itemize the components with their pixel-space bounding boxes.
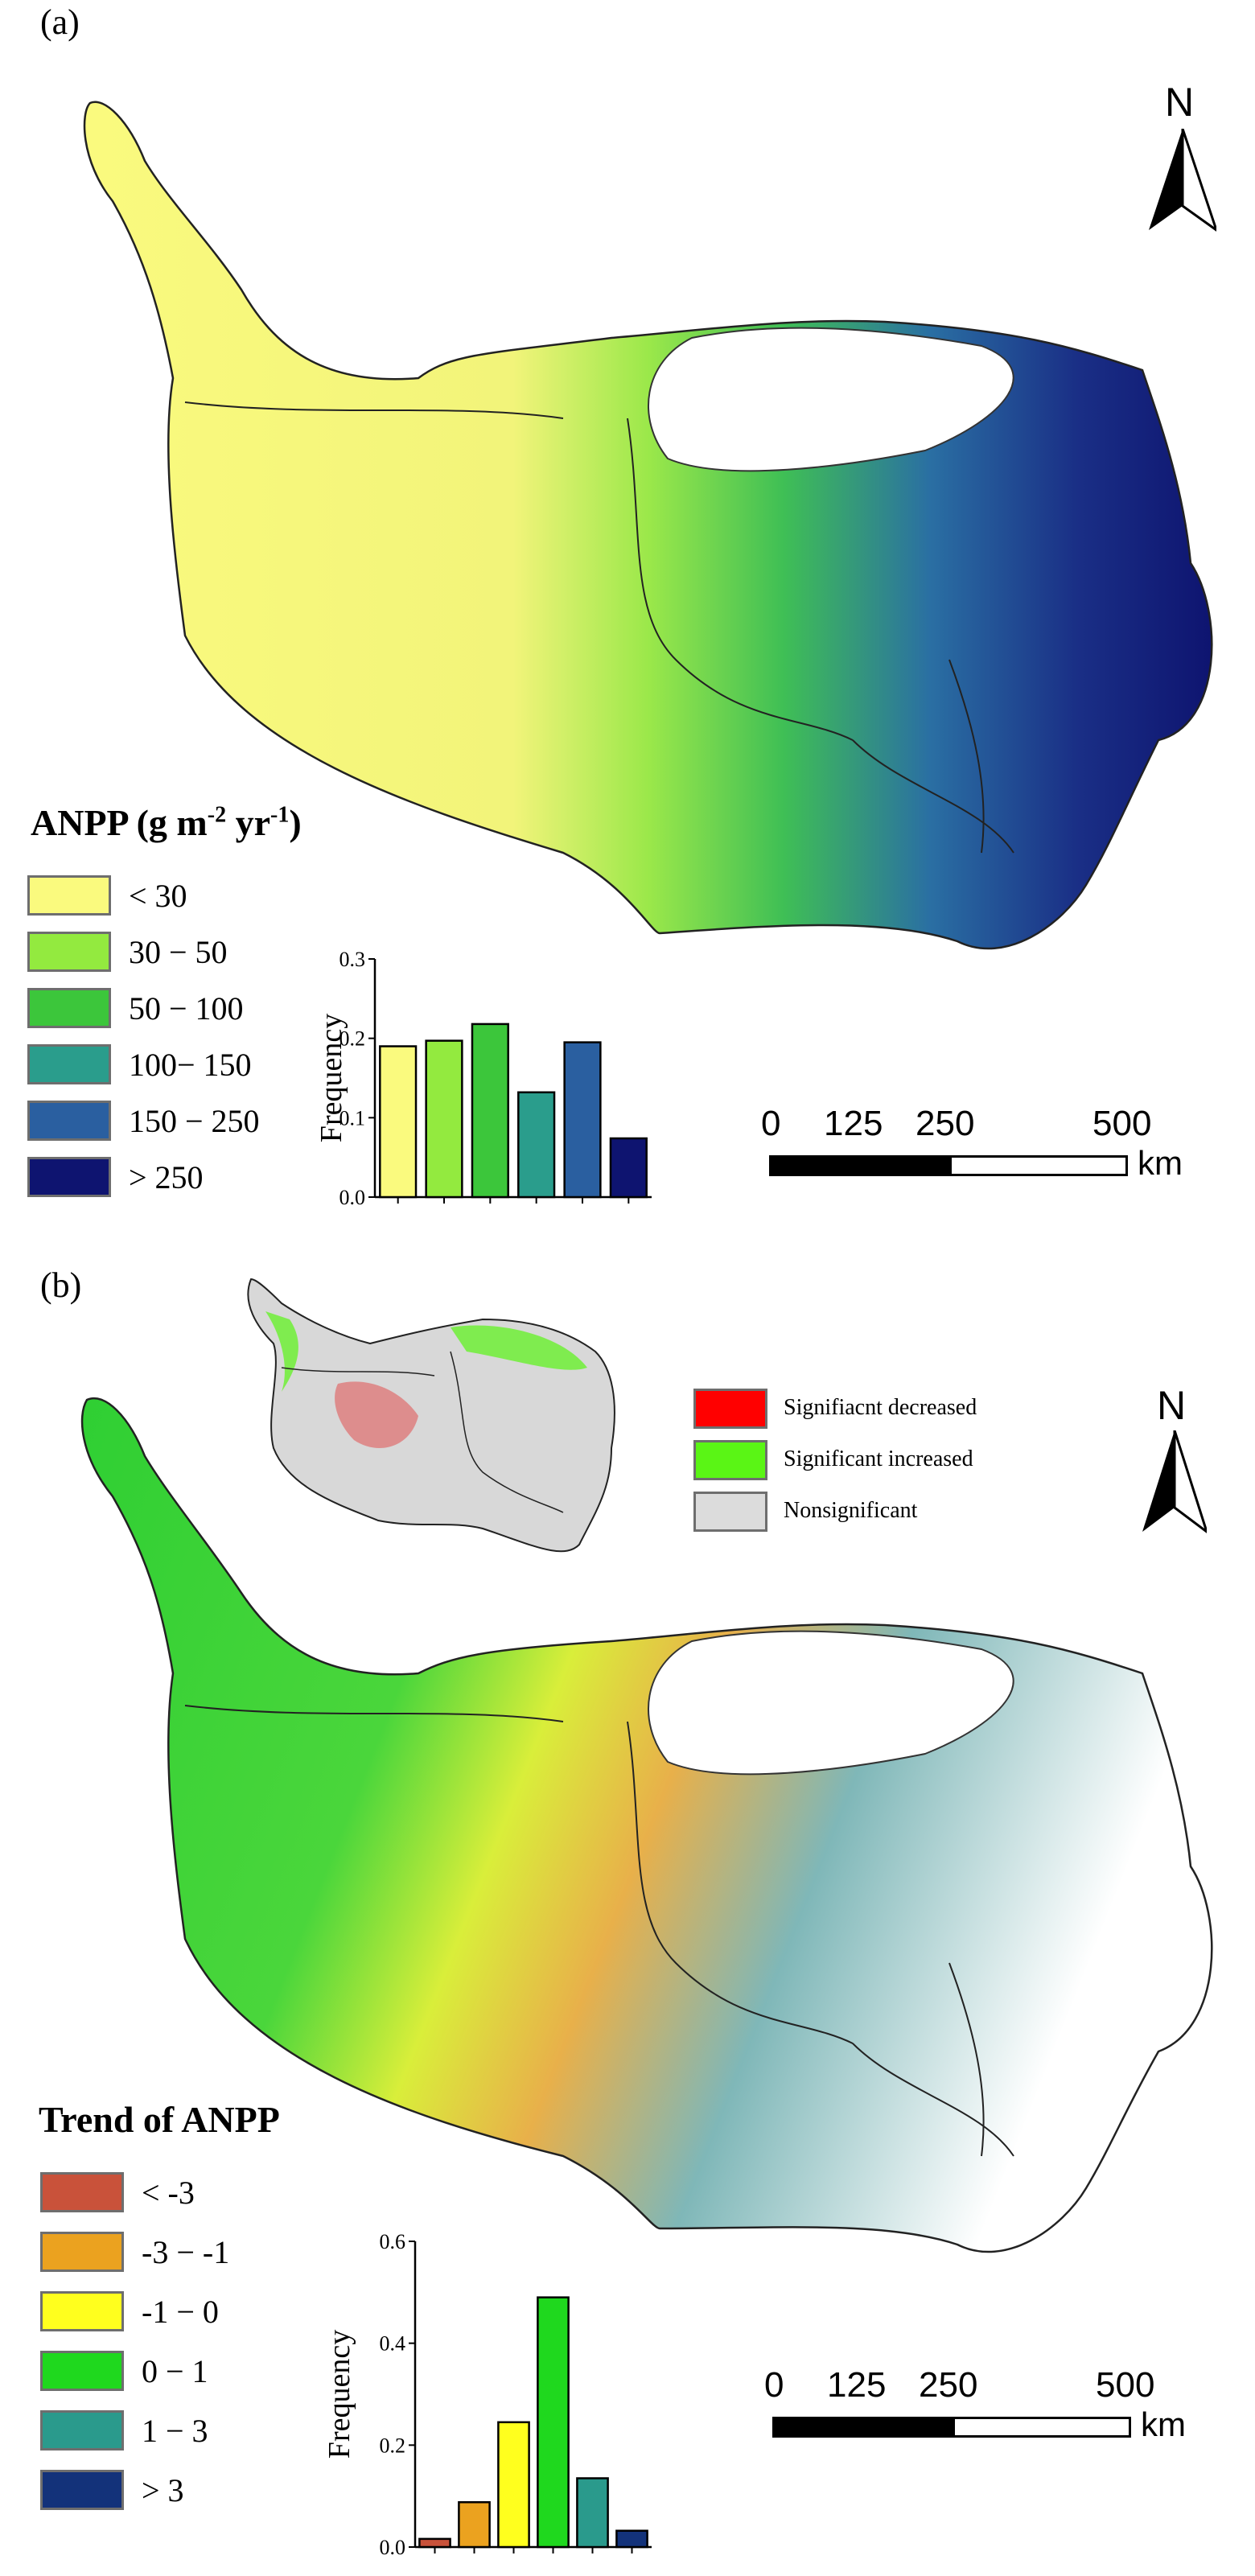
trend-legend-swatch — [40, 2470, 124, 2510]
scale-tick-125-a: 125 — [824, 1104, 883, 1143]
plateau-region-a — [83, 101, 1213, 950]
histogram-bar — [615, 2529, 648, 2549]
inset-increase-patch — [265, 1311, 587, 1392]
y-tick-label: 0.4 — [380, 2332, 406, 2356]
north-label-b: N — [1157, 1383, 1187, 1428]
panel-a-map — [83, 101, 1213, 950]
significance-label: Signifiacnt decreased — [784, 1395, 977, 1420]
scale-tick-250-a: 250 — [916, 1104, 975, 1143]
anpp-legend-swatch — [27, 932, 111, 972]
legend-title-a: ANPP (g m-2 yr-1) — [31, 802, 302, 843]
trend-legend-swatch — [40, 2291, 124, 2331]
y-tick-label: 0.2 — [380, 2434, 406, 2457]
histogram-bar — [517, 1091, 556, 1199]
histogram-bar — [471, 1023, 509, 1199]
trend-legend-label: 0 − 1 — [142, 2353, 208, 2389]
scale-tick-250-b: 250 — [919, 2365, 978, 2405]
north-arrow-icon — [1142, 1430, 1207, 1533]
histogram-bar — [563, 1041, 602, 1199]
histogram-a: 0.0 0.1 0.2 0.3 Frequency — [315, 948, 652, 1209]
trend-legend-swatch — [40, 2410, 124, 2450]
legend-a: < 30 30 − 50 50 − 100 100− 150 150 − 250 > 25… — [27, 875, 301, 1213]
histogram-bar — [576, 2477, 609, 2549]
scale-tick-125-b: 125 — [827, 2365, 887, 2405]
trend-legend-label: > 3 — [142, 2472, 184, 2508]
histogram-bar — [418, 2537, 451, 2549]
y-tick-label: 0.2 — [339, 1027, 366, 1051]
scale-bar-a — [769, 1155, 1128, 1176]
qaidam-blank-b — [648, 1630, 1014, 1776]
trend-legend-label: 1 − 3 — [142, 2413, 208, 2449]
boundary-lines-b — [184, 1705, 1014, 2157]
scale-tick-500-a: 500 — [1092, 1104, 1152, 1143]
anpp-legend-swatch — [27, 1044, 111, 1084]
significance-legend: Signifiacnt decreased Significant increas… — [693, 1389, 1064, 1533]
qaidam-blank-a — [648, 327, 1014, 472]
anpp-legend-swatch — [27, 1101, 111, 1141]
legend-b: < -3 -3 − -1 -1 − 0 0 − 1 1 − 3 > 3 — [40, 2172, 314, 2542]
panel-b-map — [80, 1278, 1213, 2253]
inset-decrease-patch — [335, 1381, 418, 1448]
inset-boundaries — [281, 1351, 564, 1513]
histogram-bar — [537, 2296, 570, 2549]
histogram-bar — [609, 1137, 648, 1199]
significance-label: Significant increased — [784, 1446, 973, 1471]
y-tick-label: 0.0 — [339, 1186, 366, 1209]
trend-legend-swatch — [40, 2172, 124, 2212]
scale-bar-b — [772, 2417, 1131, 2438]
scale-unit-b: km — [1141, 2405, 1186, 2443]
histogram-bar — [458, 2501, 491, 2549]
histogram-bar — [379, 1045, 418, 1199]
anpp-legend-label: > 250 — [129, 1159, 204, 1195]
anpp-legend-label: 150 − 250 — [129, 1103, 260, 1139]
trend-legend-label: -3 − -1 — [142, 2234, 230, 2270]
histogram-bar — [497, 2421, 530, 2549]
trend-legend-swatch — [40, 2351, 124, 2391]
panel-a-label: (a) — [40, 2, 80, 42]
boundary-lines-a — [184, 401, 1014, 854]
y-tick-label: 0.0 — [380, 2536, 406, 2559]
scale-tick-0-b: 0 — [764, 2365, 784, 2405]
significance-swatch — [693, 1389, 767, 1429]
anpp-legend-label: 100− 150 — [129, 1047, 252, 1083]
histogram-bar — [425, 1039, 463, 1199]
y-tick-label: 0.6 — [380, 2230, 406, 2253]
north-arrow-icon — [1149, 129, 1216, 232]
legend-title-b: Trend of ANPP — [39, 2099, 280, 2140]
scale-tick-500-b: 500 — [1096, 2365, 1155, 2405]
anpp-legend-swatch — [27, 1157, 111, 1197]
anpp-legend-label: < 30 — [129, 878, 187, 914]
significance-swatch — [693, 1492, 767, 1532]
north-label-a: N — [1165, 80, 1195, 125]
significance-swatch — [693, 1440, 767, 1480]
trend-legend-label: < -3 — [142, 2175, 195, 2211]
anpp-legend-label: 30 − 50 — [129, 934, 228, 970]
panel-b-label: (b) — [40, 1265, 82, 1305]
y-axis-label: Frequency — [315, 1014, 348, 1142]
plateau-region-b — [80, 1397, 1213, 2253]
trend-legend-swatch — [40, 2232, 124, 2272]
scale-unit-a: km — [1138, 1144, 1183, 1182]
anpp-legend-label: 50 − 100 — [129, 990, 244, 1027]
histogram-b: 0.0 0.2 0.4 0.6 Frequency — [323, 2230, 652, 2559]
y-tick-label: 0.1 — [339, 1106, 366, 1130]
significance-label: Nonsignificant — [784, 1498, 918, 1523]
anpp-legend-swatch — [27, 875, 111, 916]
y-tick-label: 0.3 — [339, 948, 366, 971]
y-axis-label: Frequency — [323, 2330, 356, 2459]
anpp-legend-swatch — [27, 988, 111, 1028]
scale-tick-0-a: 0 — [761, 1104, 781, 1143]
trend-legend-label: -1 − 0 — [142, 2294, 219, 2330]
